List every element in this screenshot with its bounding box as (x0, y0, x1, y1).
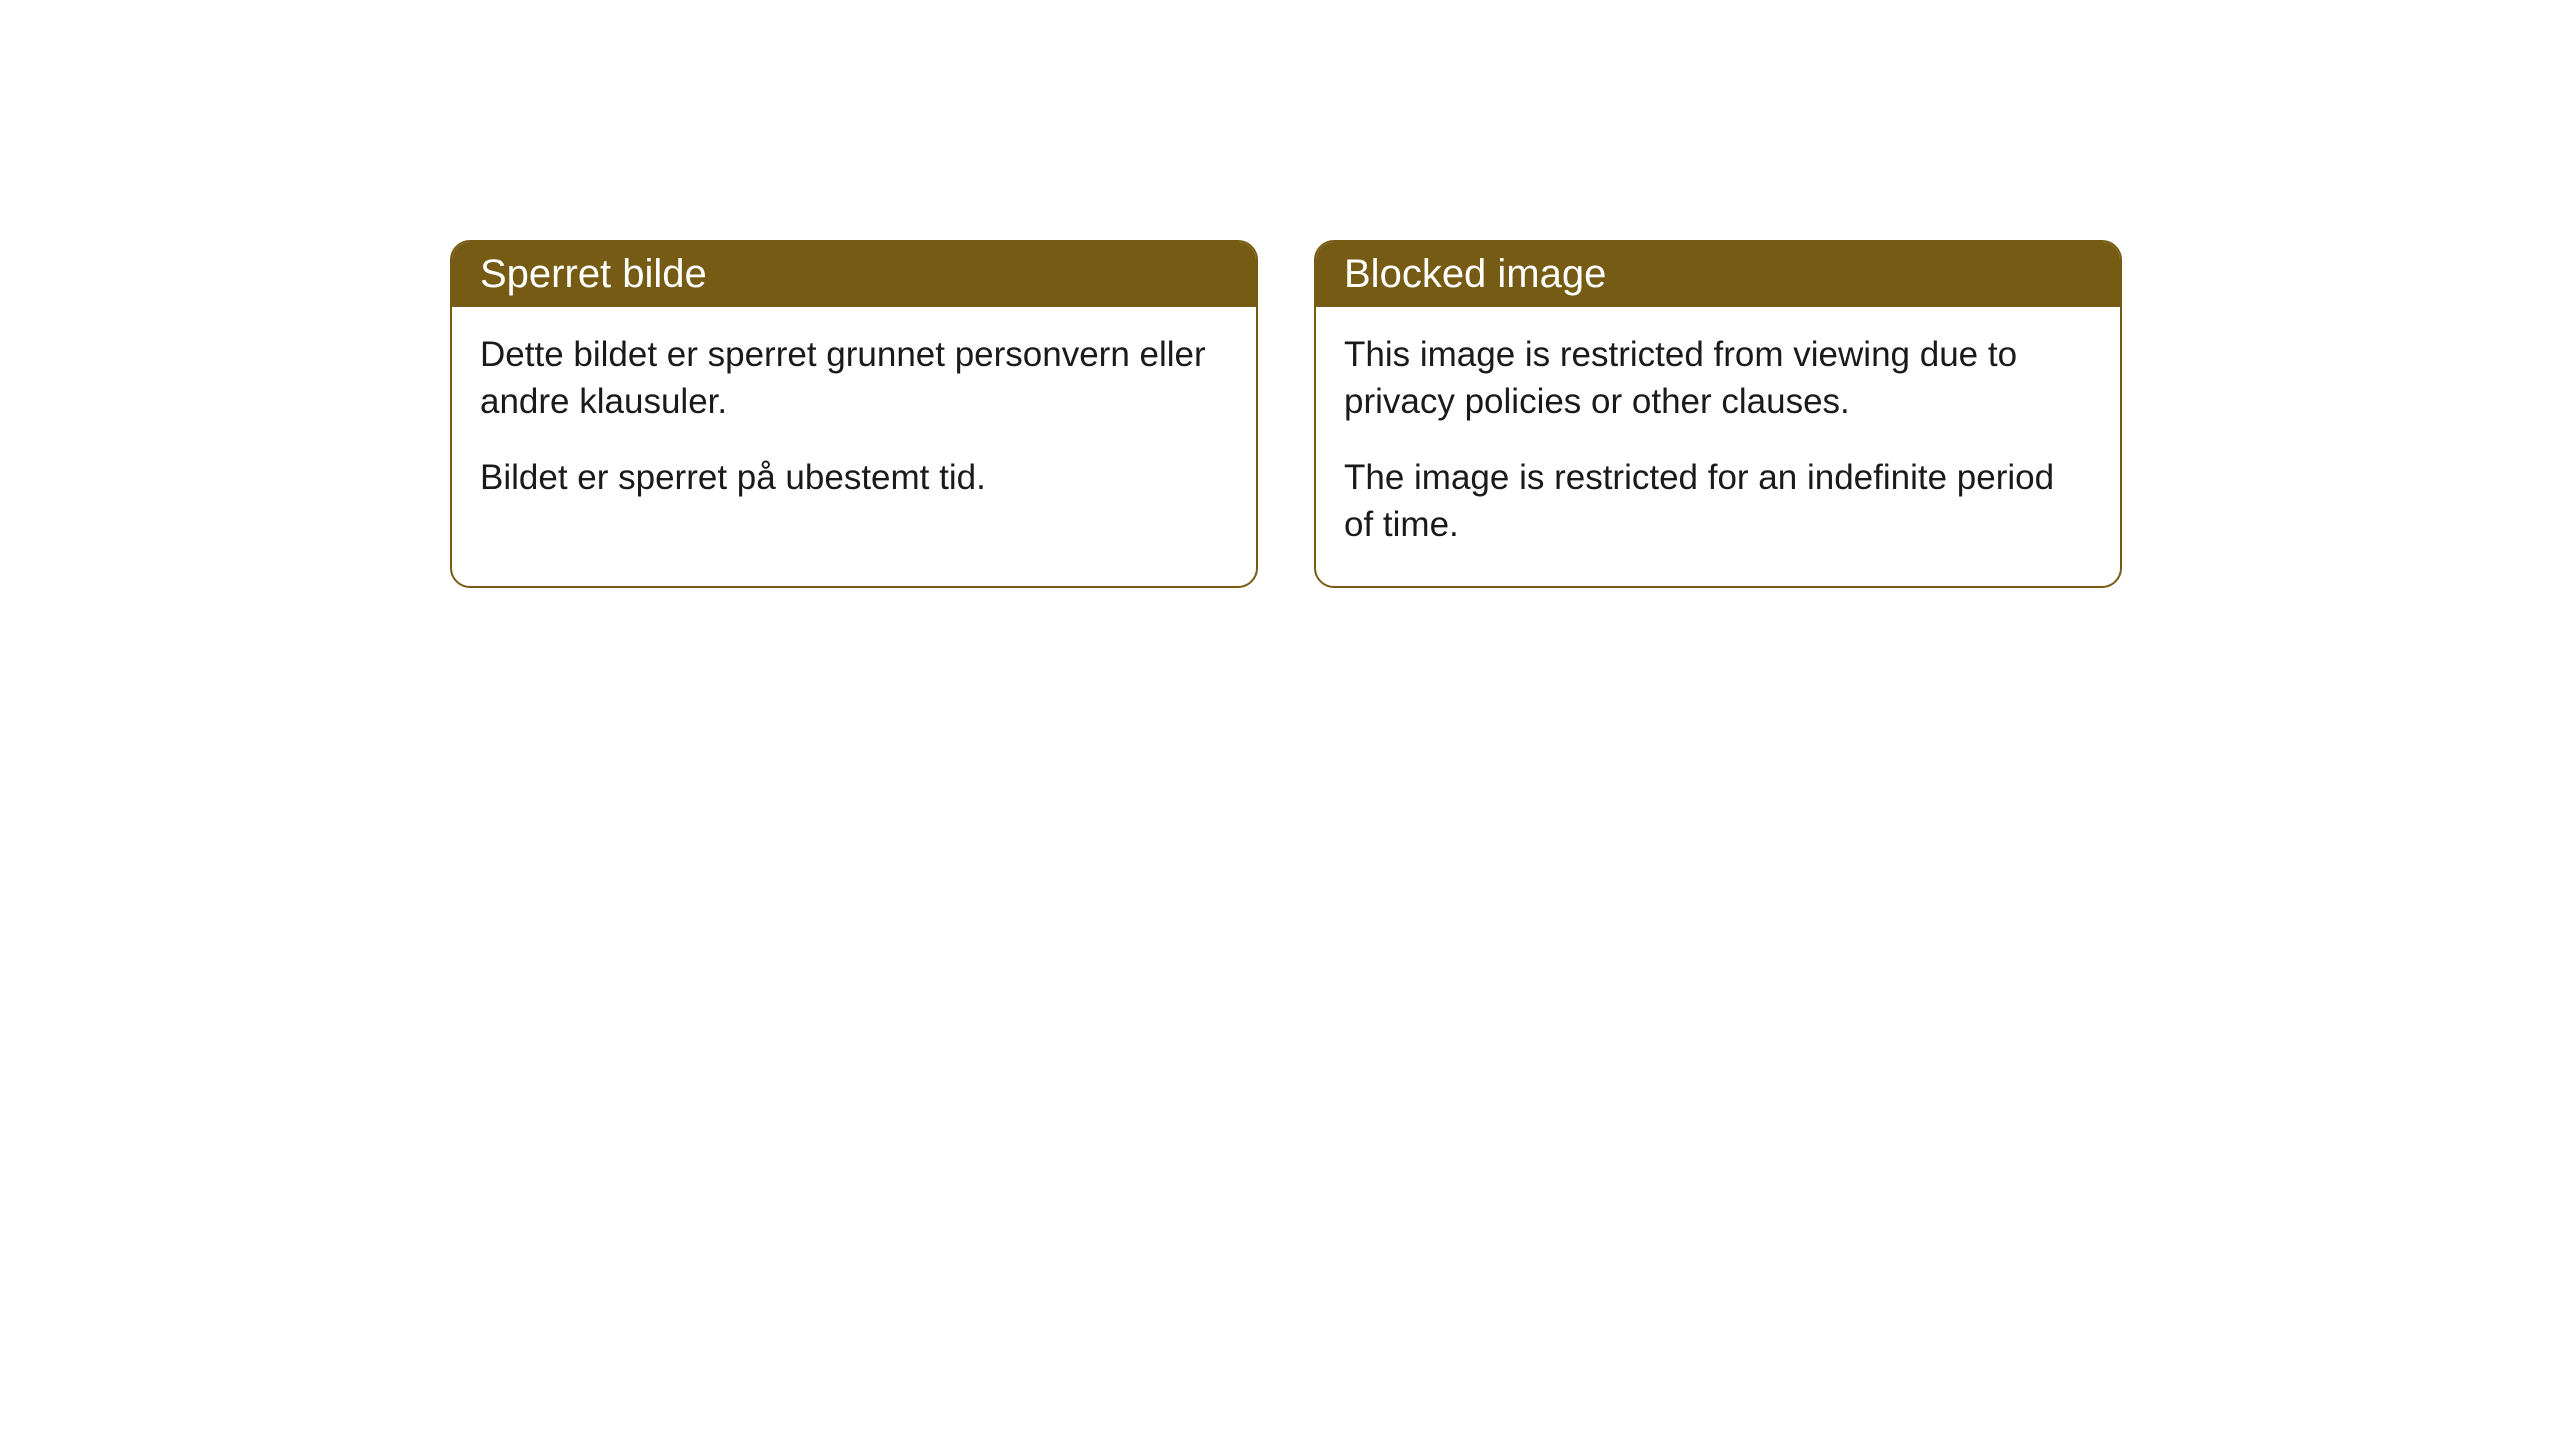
card-header-english: Blocked image (1316, 242, 2120, 307)
card-body-english: This image is restricted from viewing du… (1316, 307, 2120, 586)
notice-cards-container: Sperret bilde Dette bildet er sperret gr… (450, 240, 2122, 588)
notice-text-2: Bildet er sperret på ubestemt tid. (480, 454, 1228, 501)
notice-text-1: This image is restricted from viewing du… (1344, 331, 2092, 426)
card-header-norwegian: Sperret bilde (452, 242, 1256, 307)
notice-text-1: Dette bildet er sperret grunnet personve… (480, 331, 1228, 426)
card-body-norwegian: Dette bildet er sperret grunnet personve… (452, 307, 1256, 539)
card-title: Sperret bilde (480, 252, 707, 296)
blocked-image-card-norwegian: Sperret bilde Dette bildet er sperret gr… (450, 240, 1258, 588)
notice-text-2: The image is restricted for an indefinit… (1344, 454, 2092, 549)
blocked-image-card-english: Blocked image This image is restricted f… (1314, 240, 2122, 588)
card-title: Blocked image (1344, 252, 1606, 296)
